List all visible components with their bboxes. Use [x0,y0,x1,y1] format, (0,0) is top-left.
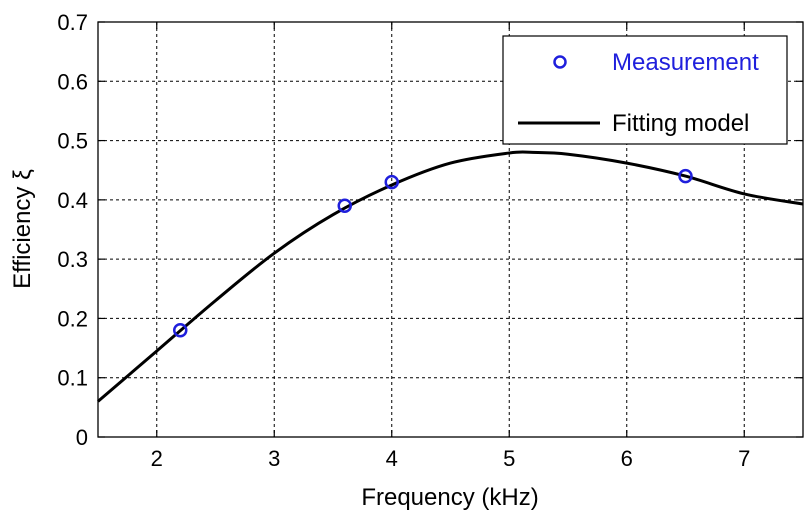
x-tick-label: 7 [738,446,750,471]
x-tick-label: 4 [386,446,398,471]
y-axis-ticks: 0 0.1 0.2 0.3 0.4 0.5 0.6 0.7 [57,10,803,450]
legend-label-fitting-model: Fitting model [612,110,749,137]
measurement-point [173,323,188,338]
x-axis-ticks: 2 3 4 5 6 7 [151,22,750,471]
legend-marker-measurement [553,55,567,69]
y-tick-label: 0.2 [57,306,88,331]
plot-frame [97,21,804,438]
measurement-points [173,168,693,338]
y-tick-label: 0.7 [57,10,88,35]
y-tick-label: 0.4 [57,188,88,213]
measurement-point [678,168,693,184]
x-tick-label: 5 [503,446,515,471]
x-axis-label: Frequency (kHz) [361,484,538,511]
y-axis-label: Efficiency ξ [9,169,36,289]
legend-label-measurement: Measurement [612,49,759,76]
y-tick-label: 0.6 [57,69,88,94]
x-tick-label: 3 [268,446,280,471]
y-tick-label: 0.1 [57,366,88,391]
measurement-point [384,174,399,190]
fitting-model-line [97,150,804,403]
y-tick-label: 0.5 [57,129,88,154]
legend: Measurement Fitting model [502,35,788,145]
measurement-point [337,198,352,214]
x-tick-label: 6 [621,446,633,471]
x-tick-label: 2 [151,446,163,471]
y-tick-label: 0 [76,425,88,450]
y-tick-label: 0.3 [57,247,88,272]
legend-box [502,35,788,145]
